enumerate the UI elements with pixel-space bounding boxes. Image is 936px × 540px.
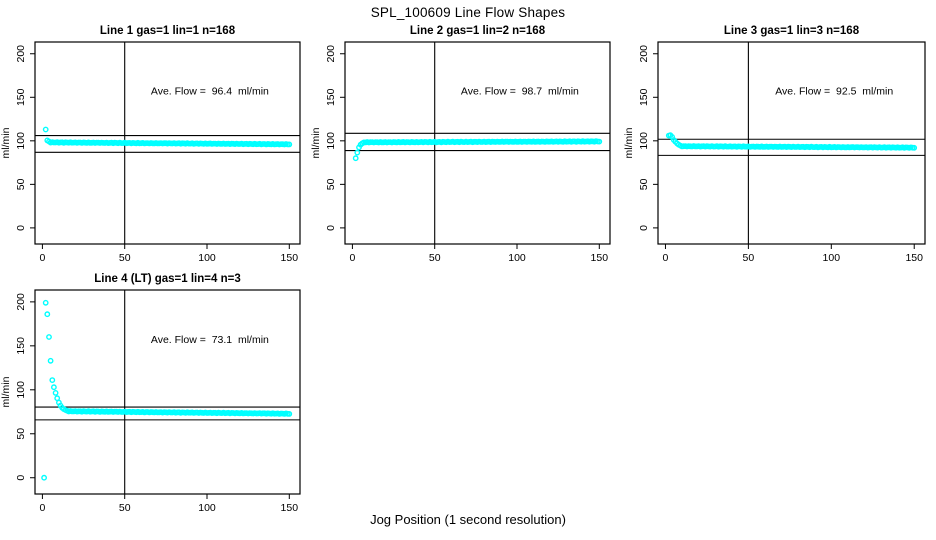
data-point: [49, 377, 56, 383]
x-tick-label: 150: [905, 252, 923, 264]
y-tick-label: 50: [638, 178, 650, 190]
data-point: [352, 155, 359, 162]
data-point: [354, 149, 361, 156]
x-tick-label: 150: [281, 502, 299, 514]
data-point: [47, 357, 54, 364]
data-points: [665, 132, 918, 151]
y-tick-label: 100: [15, 132, 27, 150]
ave-flow-annotation: Ave. Flow = 96.4 ml/min: [151, 86, 269, 98]
x-tick-label: 50: [743, 252, 755, 264]
plot-frame: [34, 289, 301, 495]
y-tick-label: 100: [638, 132, 650, 150]
plot-frame: [657, 41, 926, 245]
y-tick-label: 100: [325, 132, 337, 150]
y-axis-label: ml/min: [0, 376, 12, 407]
data-point: [911, 144, 918, 151]
y-tick-label: 50: [15, 428, 27, 440]
data-points: [41, 299, 293, 481]
data-point: [42, 126, 49, 133]
panel-3: Line 3 gas=1 lin=3 n=168 0 50 100 150 0 50 100 1…: [623, 25, 926, 264]
plot-frame: [34, 41, 301, 245]
x-tick-label: 100: [823, 252, 841, 264]
y-tick-label: 150: [325, 88, 337, 106]
y-tick-label: 200: [15, 45, 27, 63]
data-point: [42, 299, 49, 306]
y-tick-label: 0: [638, 225, 650, 231]
x-tick-label: 150: [591, 252, 609, 264]
x-tick-label: 0: [663, 252, 669, 264]
data-point: [51, 384, 57, 391]
y-tick-label: 100: [15, 381, 27, 399]
x-tick-label: 100: [198, 252, 216, 264]
y-tick-label: 0: [15, 225, 27, 231]
panel-title: Line 1 gas=1 lin=1 n=168: [100, 25, 236, 37]
x-tick-label: 100: [508, 252, 526, 264]
data-point: [44, 311, 51, 318]
panel-2: Line 2 gas=1 lin=2 n=168 0 50 100 150 0 50 100 1…: [310, 25, 611, 264]
x-tick-label: 0: [349, 252, 355, 264]
y-tick-label: 150: [15, 88, 27, 106]
data-point: [286, 410, 293, 417]
data-point: [41, 474, 47, 481]
x-axis-label: Jog Position (1 second resolution): [370, 512, 566, 527]
panel-title: Line 3 gas=1 lin=3 n=168: [724, 25, 860, 37]
panel-1: Line 1 gas=1 lin=1 n=168 0 50 100 150 0 50 100 1…: [0, 25, 301, 264]
y-tick-label: 200: [325, 45, 337, 63]
data-point: [286, 141, 293, 148]
panel-title: Line 2 gas=1 lin=2 n=168: [410, 25, 546, 37]
y-axis-label: ml/min: [623, 127, 635, 158]
ave-flow-annotation: Ave. Flow = 92.5 ml/min: [775, 86, 893, 98]
data-point: [46, 334, 52, 340]
x-tick-label: 50: [119, 502, 131, 514]
y-axis-label: ml/min: [0, 127, 12, 158]
y-tick-label: 50: [15, 178, 27, 190]
y-axis-label: ml/min: [310, 127, 322, 158]
x-tick-label: 150: [281, 252, 299, 264]
data-point: [52, 389, 59, 396]
y-tick-label: 150: [638, 88, 650, 106]
ave-flow-annotation: Ave. Flow = 98.7 ml/min: [461, 86, 579, 98]
panel-4: Line 4 (LT) gas=1 lin=4 n=3 0 50 100 150 0 50 1…: [0, 273, 301, 514]
ave-flow-annotation: Ave. Flow = 73.1 ml/min: [151, 334, 269, 346]
y-tick-label: 200: [15, 293, 27, 311]
figure-title: SPL_100609 Line Flow Shapes: [370, 5, 566, 20]
x-tick-label: 50: [119, 252, 131, 264]
x-tick-label: 100: [198, 502, 216, 514]
x-tick-label: 50: [429, 252, 441, 264]
plot-frame: [344, 41, 611, 245]
y-tick-label: 0: [325, 225, 337, 231]
data-point: [596, 138, 603, 145]
y-tick-label: 200: [638, 45, 650, 63]
y-tick-label: 50: [325, 178, 337, 190]
x-tick-label: 0: [39, 252, 45, 264]
y-tick-label: 0: [15, 475, 27, 481]
data-points: [42, 126, 293, 148]
x-tick-label: 0: [39, 502, 45, 514]
data-points: [352, 138, 603, 162]
y-tick-label: 150: [15, 337, 27, 355]
panel-title: Line 4 (LT) gas=1 lin=4 n=3: [94, 273, 240, 285]
